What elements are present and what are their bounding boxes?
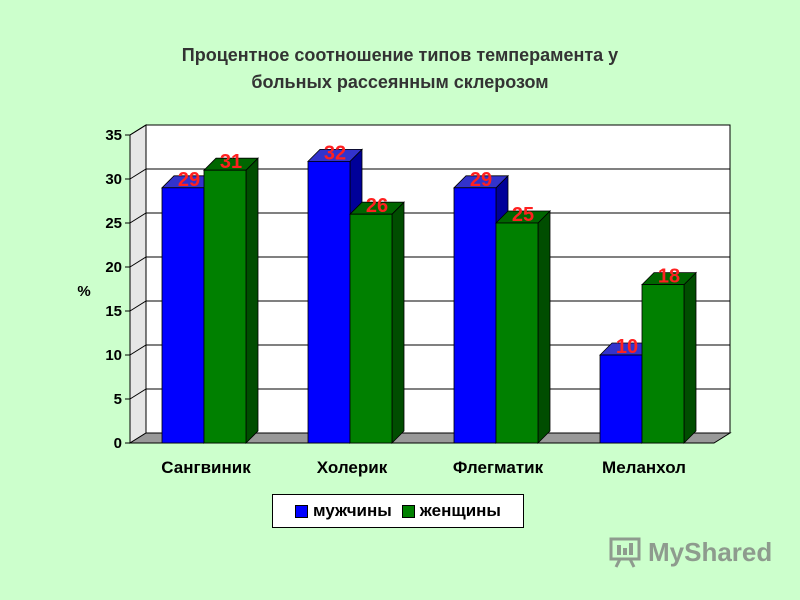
presentation-board-icon (609, 537, 641, 568)
x-tick-label: Сангвиник (161, 458, 251, 477)
legend-label-men: мужчины (313, 501, 392, 520)
data-label: 31 (220, 151, 242, 173)
bar (161, 187, 205, 444)
legend-swatch-women (401, 504, 415, 518)
x-tick-label: Флегматик (453, 458, 544, 477)
chart-title-line-2: больных рассеянным склерозом (251, 72, 549, 92)
bar-side (245, 157, 259, 444)
data-label: 25 (512, 204, 534, 226)
legend-label-women: женщины (419, 501, 501, 520)
legend-item-men: мужчины (295, 501, 392, 521)
legend-swatch-men (295, 504, 309, 518)
y-tick-label: 35 (105, 127, 122, 144)
bar-side (537, 210, 551, 444)
data-label: 26 (366, 195, 388, 217)
bar (307, 160, 351, 444)
bar (349, 213, 393, 444)
chart-title-line-1: Процентное соотношение типов темперамент… (181, 45, 619, 65)
x-tick-label: Меланхол (602, 458, 686, 477)
x-tick-label: Холерик (317, 458, 388, 477)
y-axis-label: % (77, 283, 90, 300)
y-tick-label: 5 (114, 391, 122, 408)
bar (641, 284, 685, 444)
chart-legend: мужчины женщины (272, 494, 524, 528)
gridline (129, 124, 730, 136)
bar (599, 354, 643, 444)
bar (453, 187, 497, 444)
y-tick-label: 30 (105, 171, 122, 188)
gridline (129, 168, 730, 180)
bar-side (683, 271, 697, 444)
plot-side-wall (129, 124, 147, 444)
y-tick-label: 0 (114, 435, 122, 452)
legend-item-women: женщины (401, 501, 501, 521)
y-tick-label: 20 (105, 259, 122, 276)
data-label: 29 (178, 169, 200, 191)
bar-side (391, 201, 405, 444)
bar (495, 222, 539, 444)
data-label: 32 (324, 142, 346, 164)
bar (203, 169, 247, 444)
data-label: 10 (616, 336, 638, 358)
y-tick-label: 10 (105, 347, 122, 364)
data-label: 18 (658, 266, 680, 288)
watermark: MyShared (608, 535, 772, 569)
watermark-text: MyShared (648, 536, 773, 567)
data-label: 29 (470, 169, 492, 191)
y-tick-label: 15 (105, 303, 122, 320)
chart-title: Процентное соотношение типов темперамент… (0, 42, 800, 96)
y-tick-label: 25 (105, 215, 122, 232)
